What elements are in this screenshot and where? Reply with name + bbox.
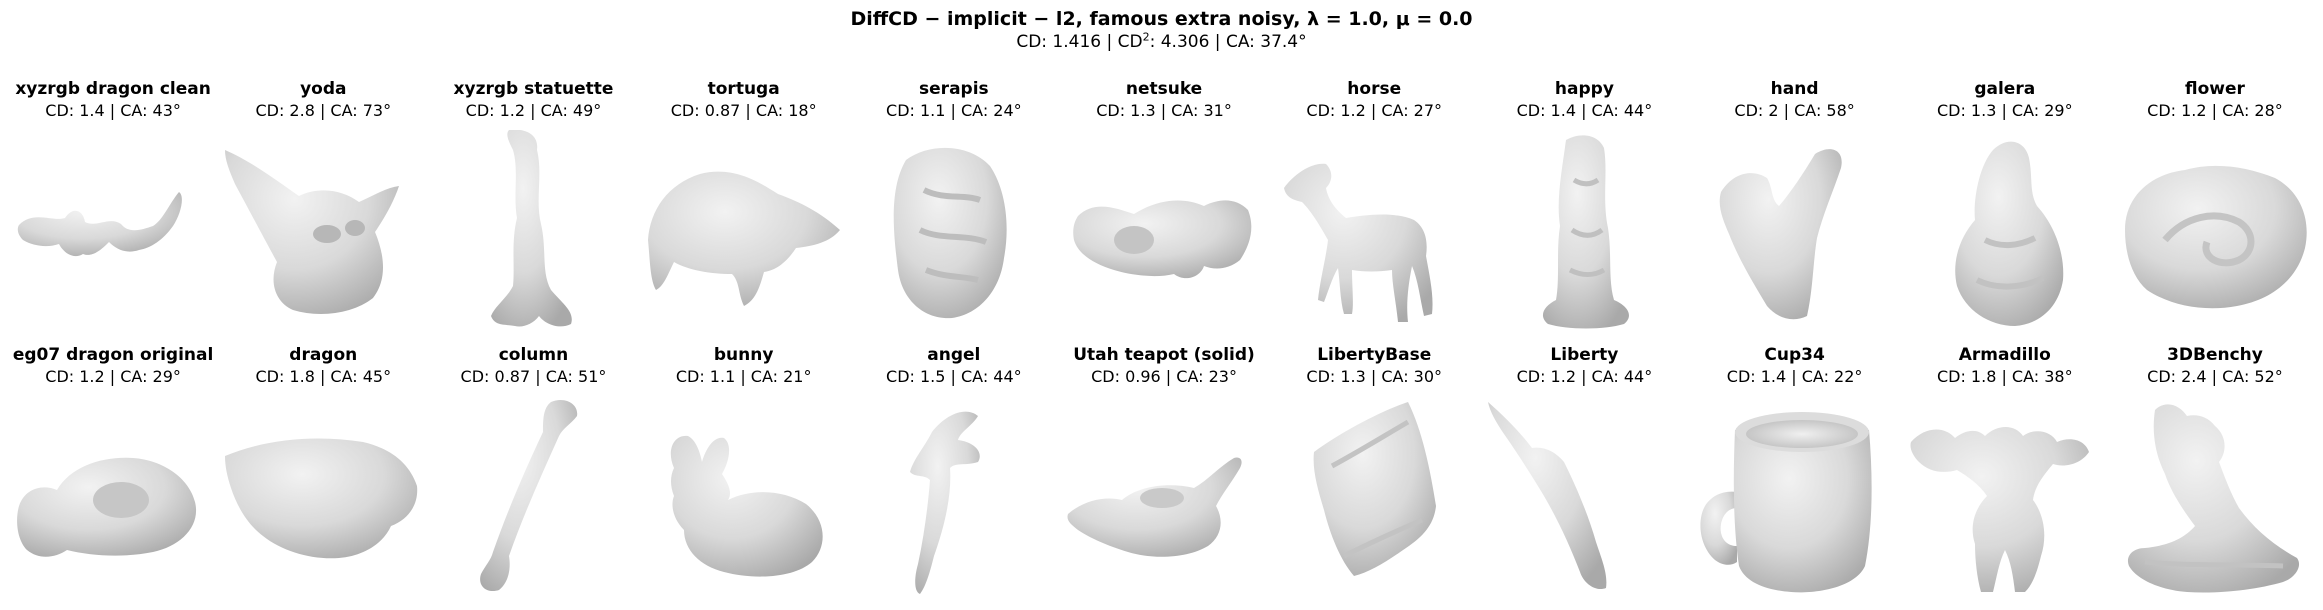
panel-serapis: serapis CD: 1.1 | CA: 24° bbox=[849, 78, 1059, 344]
panel-eg07-dragon-original: eg07 dragon original CD: 1.2 | CA: 29° bbox=[8, 344, 218, 610]
panel-netsuke: netsuke CD: 1.3 | CA: 31° bbox=[1059, 78, 1269, 344]
benchy-render bbox=[2127, 404, 2299, 593]
figure-header: DiffCD − implicit − l2, famous extra noi… bbox=[0, 0, 2323, 53]
panel-title: Utah teapot (solid) bbox=[1073, 345, 1255, 365]
panel-libertybase: LibertyBase CD: 1.3 | CA: 30° bbox=[1269, 344, 1479, 610]
panel-armadillo: Armadillo CD: 1.8 | CA: 38° bbox=[1900, 344, 2110, 610]
panel-title: dragon bbox=[289, 345, 358, 365]
serapis-render bbox=[893, 147, 1007, 319]
flower-render bbox=[2124, 165, 2307, 309]
panel-title: flower bbox=[2185, 79, 2245, 99]
tortuga-render bbox=[647, 171, 840, 306]
panel-metrics: CD: 1.1 | CA: 24° bbox=[886, 101, 1022, 120]
panel-utah-teapot-solid: Utah teapot (solid) CD: 0.96 | CA: 23° bbox=[1059, 344, 1269, 610]
panel-title: angel bbox=[927, 345, 981, 365]
subtitle-suffix: : 4.306 | CA: 37.4° bbox=[1149, 32, 1307, 52]
panel-metrics: CD: 1.3 | CA: 30° bbox=[1306, 367, 1443, 386]
statuette-render bbox=[491, 130, 573, 327]
figure-subtitle: CD: 1.416 | CD2: 4.306 | CA: 37.4° bbox=[0, 31, 2323, 53]
panel-title: xyzrgb dragon clean bbox=[15, 79, 211, 99]
panel-title: galera bbox=[1974, 79, 2036, 99]
panel-title: 3DBenchy bbox=[2167, 345, 2263, 365]
figure-title: DiffCD − implicit − l2, famous extra noi… bbox=[850, 8, 1473, 30]
horse-render bbox=[1284, 163, 1433, 322]
panel-title: tortuga bbox=[707, 79, 780, 99]
netsuke-render bbox=[1073, 200, 1252, 279]
panel-metrics: CD: 1.1 | CA: 21° bbox=[675, 367, 812, 386]
panel-title: horse bbox=[1347, 79, 1402, 99]
panel-title: Armadillo bbox=[1958, 345, 2051, 365]
panel-metrics: CD: 1.2 | CA: 28° bbox=[2147, 101, 2283, 120]
dragon-clean-render bbox=[17, 192, 182, 257]
panel-metrics: CD: 0.96 | CA: 23° bbox=[1091, 367, 1237, 386]
panel-bunny: bunny CD: 1.1 | CA: 21° bbox=[639, 344, 849, 610]
subtitle-prefix: CD: 1.416 | CD bbox=[1016, 32, 1143, 52]
panel-metrics: CD: 1.5 | CA: 44° bbox=[886, 367, 1022, 386]
panel-title: yoda bbox=[300, 79, 347, 99]
panel-metrics: CD: 1.4 | CA: 43° bbox=[45, 101, 181, 120]
panel-dragon: dragon CD: 1.8 | CA: 45° bbox=[218, 344, 428, 610]
panel-hand: hand CD: 2 | CA: 58° bbox=[1690, 78, 1900, 344]
happy-buddha-render bbox=[1543, 135, 1630, 329]
panel-title: bunny bbox=[713, 345, 774, 365]
panel-metrics: CD: 1.2 | CA: 49° bbox=[465, 101, 602, 120]
panel-metrics: CD: 1.4 | CA: 22° bbox=[1726, 367, 1863, 386]
shape-grid: xyzrgb dragon clean CD: 1.4 | CA: 43° yo… bbox=[8, 78, 2320, 610]
panel-title: LibertyBase bbox=[1317, 345, 1432, 365]
column-render bbox=[480, 399, 578, 592]
teapot-render bbox=[1067, 457, 1242, 557]
panel-metrics: CD: 1.2 | CA: 29° bbox=[45, 367, 181, 386]
panel-metrics: CD: 1.8 | CA: 45° bbox=[255, 367, 392, 386]
panel-galera: galera CD: 1.3 | CA: 29° bbox=[1900, 78, 2110, 344]
panel-xyzrgb-statuette: xyzrgb statuette CD: 1.2 | CA: 49° bbox=[428, 78, 638, 344]
panel-horse: horse CD: 1.2 | CA: 27° bbox=[1269, 78, 1479, 344]
panel-metrics: CD: 1.4 | CA: 44° bbox=[1516, 101, 1653, 120]
panel-column: column CD: 0.87 | CA: 51° bbox=[428, 344, 638, 610]
angel-render bbox=[909, 411, 980, 594]
panel-metrics: CD: 0.87 | CA: 51° bbox=[460, 367, 607, 386]
panel-metrics: CD: 1.3 | CA: 31° bbox=[1096, 101, 1232, 120]
panel-liberty: Liberty CD: 1.2 | CA: 44° bbox=[1479, 344, 1689, 610]
panel-metrics: CD: 1.2 | CA: 27° bbox=[1306, 101, 1443, 120]
armadillo-render bbox=[1910, 427, 2089, 592]
bunny-render bbox=[670, 435, 823, 577]
panel-title: netsuke bbox=[1125, 79, 1203, 99]
panel-metrics: CD: 1.2 | CA: 44° bbox=[1516, 367, 1653, 386]
panel-tortuga: tortuga CD: 0.87 | CA: 18° bbox=[639, 78, 849, 344]
subtitle-superscript: 2 bbox=[1142, 30, 1150, 44]
panel-metrics: CD: 2 | CA: 58° bbox=[1734, 101, 1855, 120]
panel-metrics: CD: 2.8 | CA: 73° bbox=[255, 101, 392, 120]
dragon-render bbox=[225, 438, 418, 559]
panel-title: column bbox=[498, 345, 569, 365]
panel-3dbenchy: 3DBenchy CD: 2.4 | CA: 52° bbox=[2110, 344, 2320, 610]
libertybase-render bbox=[1313, 402, 1437, 576]
panel-title: Liberty bbox=[1550, 345, 1619, 365]
panel-title: xyzrgb statuette bbox=[453, 79, 614, 99]
panel-metrics: CD: 1.8 | CA: 38° bbox=[1936, 367, 2073, 386]
panel-xyzrgb-dragon-clean: xyzrgb dragon clean CD: 1.4 | CA: 43° bbox=[8, 78, 218, 344]
panel-flower: flower CD: 1.2 | CA: 28° bbox=[2110, 78, 2320, 344]
eg07-dragon-render bbox=[17, 457, 197, 557]
hand-render bbox=[1719, 149, 1842, 320]
cup-render bbox=[1699, 412, 1872, 593]
panel-title: hand bbox=[1770, 79, 1819, 99]
panel-title: eg07 dragon original bbox=[12, 345, 214, 365]
panel-metrics: CD: 1.3 | CA: 29° bbox=[1936, 101, 2073, 120]
panel-angel: angel CD: 1.5 | CA: 44° bbox=[849, 344, 1059, 610]
panel-metrics: CD: 2.4 | CA: 52° bbox=[2147, 367, 2283, 386]
panel-title: Cup34 bbox=[1764, 345, 1825, 365]
galera-render bbox=[1954, 141, 2063, 326]
yoda-render bbox=[225, 150, 400, 314]
panel-happy: happy CD: 1.4 | CA: 44° bbox=[1479, 78, 1689, 344]
panel-title: happy bbox=[1554, 79, 1614, 99]
panel-metrics: CD: 0.87 | CA: 18° bbox=[670, 101, 817, 120]
panel-yoda: yoda CD: 2.8 | CA: 73° bbox=[218, 78, 428, 344]
panel-cup34: Cup34 CD: 1.4 | CA: 22° bbox=[1690, 344, 1900, 610]
liberty-render bbox=[1488, 402, 1607, 590]
panel-title: serapis bbox=[919, 79, 989, 99]
